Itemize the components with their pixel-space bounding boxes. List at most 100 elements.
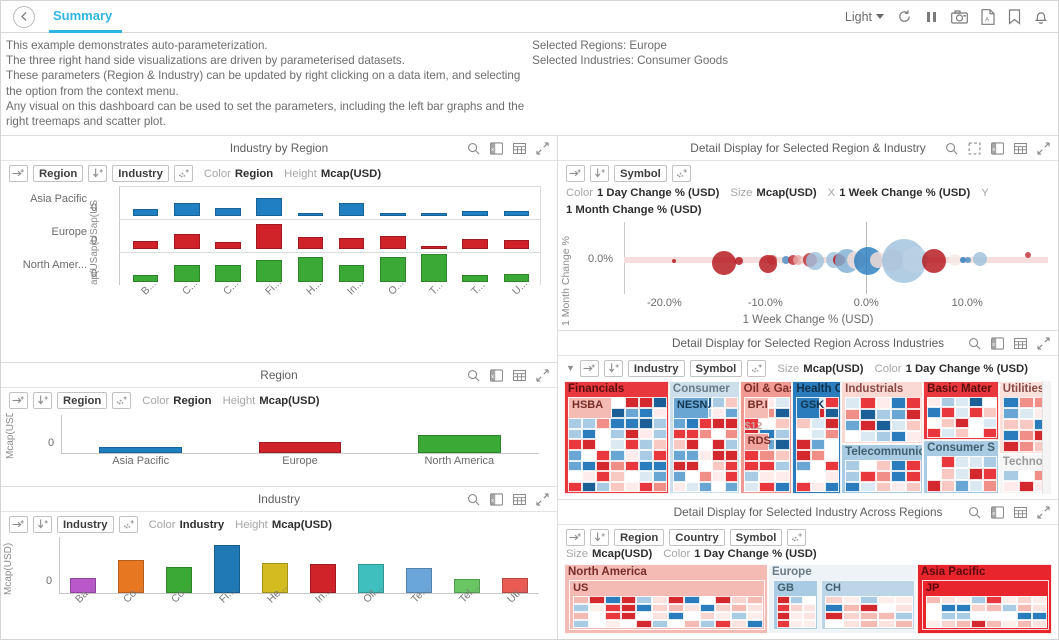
scatter-point-7[interactable] xyxy=(792,254,803,265)
table-icon[interactable] xyxy=(513,493,526,506)
treemap-leaf[interactable] xyxy=(925,596,941,605)
treemap-leaf[interactable] xyxy=(774,481,791,493)
treemap-leaf[interactable] xyxy=(624,418,639,429)
treemap-leaf[interactable] xyxy=(875,471,891,482)
treemap-leaf[interactable] xyxy=(890,408,906,420)
treemap-leaf[interactable] xyxy=(796,449,811,461)
bar-1[interactable] xyxy=(258,441,342,454)
add-detail-icon[interactable] xyxy=(671,165,691,183)
treemap-leaf[interactable] xyxy=(582,428,597,440)
treemap-leaf[interactable] xyxy=(568,481,583,493)
bar-0[interactable] xyxy=(99,446,183,454)
add-row-icon[interactable] xyxy=(9,165,28,183)
add-col-icon[interactable] xyxy=(590,165,609,183)
treemap-leaf[interactable] xyxy=(982,468,997,481)
treemap-leaf[interactable] xyxy=(824,397,840,408)
chart-scatter-detail[interactable]: 1 Month Change % 0.0% -20.0% -10.0% 0.0% 10.0… xyxy=(558,218,1058,330)
treemap-leaf[interactable] xyxy=(927,407,942,418)
treemap-leaf[interactable] xyxy=(624,439,639,450)
treemap-leaf[interactable] xyxy=(982,407,997,418)
treemap-leaf[interactable] xyxy=(1001,620,1017,629)
treemap-leaf[interactable] xyxy=(610,449,625,461)
treemap-leaf[interactable] xyxy=(596,481,611,493)
treemap-leaf[interactable] xyxy=(711,418,725,429)
treemap-leaf[interactable] xyxy=(685,471,699,482)
treemap-region-node-1[interactable]: Europe GB CH xyxy=(767,564,917,635)
encoding-color-value[interactable]: 1 Day Change % (USD) xyxy=(694,548,817,561)
treemap-leaf[interactable] xyxy=(860,431,876,443)
treemap-leaf[interactable] xyxy=(588,604,605,613)
treemap-leaf[interactable] xyxy=(636,612,653,621)
scatter-point-2[interactable] xyxy=(735,256,744,265)
bar-1-4[interactable] xyxy=(297,236,324,250)
treemap-leaf[interactable] xyxy=(685,481,699,493)
treemap-leaf[interactable] xyxy=(652,428,667,440)
treemap-leaf[interactable] xyxy=(672,471,686,482)
treemap-leaf[interactable] xyxy=(724,439,738,450)
treemap-leaf[interactable] xyxy=(875,431,891,443)
treemap-leaf[interactable] xyxy=(968,455,983,469)
treemap-leaf[interactable] xyxy=(890,460,906,472)
treemap-node-0[interactable]: Financials HSBA xyxy=(564,381,669,495)
treemap-leaf[interactable] xyxy=(743,481,760,493)
add-detail-icon[interactable] xyxy=(747,360,767,378)
treemap-leaf[interactable] xyxy=(956,596,972,605)
treemap-leaf[interactable] xyxy=(698,460,712,472)
treemap-leaf[interactable] xyxy=(810,418,825,429)
treemap-leaf[interactable] xyxy=(698,481,712,493)
treemap-node-5[interactable]: Telecommunic xyxy=(841,444,924,495)
add-col-icon[interactable] xyxy=(603,360,623,378)
bar-0-1[interactable] xyxy=(174,202,200,217)
treemap-leaf[interactable] xyxy=(875,460,891,472)
treemap-leaf[interactable] xyxy=(624,407,639,419)
tab-summary[interactable]: Summary xyxy=(49,1,123,33)
add-row-icon[interactable] xyxy=(566,529,585,547)
treemap-leaf[interactable] xyxy=(927,468,942,481)
treemap-leaf[interactable] xyxy=(777,612,791,621)
encoding-color-value[interactable]: 1 Day Change % (USD) xyxy=(905,362,1028,375)
treemap-leaf[interactable] xyxy=(968,397,983,408)
scatter-point-20[interactable] xyxy=(921,249,946,274)
scatter-point-25[interactable] xyxy=(1024,251,1031,258)
treemap-leaf-major-2[interactable]: RDS xyxy=(743,433,771,451)
treemap-leaf[interactable] xyxy=(638,449,653,461)
treemap-node-1[interactable]: Consumer NESN. xyxy=(668,381,740,495)
treemap-leaf[interactable] xyxy=(860,596,878,605)
bar-0[interactable] xyxy=(70,578,96,594)
treemap-leaf[interactable] xyxy=(796,428,811,440)
pill-symbol[interactable]: Symbol xyxy=(614,165,667,183)
treemap-region-node-2[interactable]: Asia Pacific JP xyxy=(916,564,1052,635)
bar-4[interactable] xyxy=(262,562,288,594)
treemap-leaf[interactable] xyxy=(842,612,861,621)
treemap-leaf[interactable] xyxy=(638,471,653,482)
bar-0-4[interactable] xyxy=(297,213,324,217)
treemap-leaf[interactable] xyxy=(810,460,825,472)
treemap-leaf[interactable] xyxy=(774,439,791,450)
treemap-leaf[interactable] xyxy=(824,407,840,419)
treemap-leaf[interactable] xyxy=(905,397,922,409)
bar-0-7[interactable] xyxy=(421,213,447,217)
treemap-leaf[interactable] xyxy=(877,596,896,605)
treemap-leaf[interactable] xyxy=(759,460,775,472)
treemap-leaf[interactable] xyxy=(747,612,763,621)
treemap-leaf[interactable] xyxy=(698,428,712,440)
treemap-leaf[interactable] xyxy=(845,460,861,472)
treemap-leaf[interactable] xyxy=(711,397,725,408)
treemap-leaf[interactable] xyxy=(711,449,725,461)
treemap-leaf[interactable] xyxy=(810,471,825,482)
treemap-leaf[interactable] xyxy=(1001,612,1017,621)
treemap-leaf[interactable] xyxy=(588,620,605,629)
treemap-leaf[interactable] xyxy=(810,481,825,493)
expand-icon[interactable] xyxy=(1037,506,1050,519)
treemap-leaf[interactable] xyxy=(604,604,621,613)
treemap-region-node-0[interactable]: North America US xyxy=(564,564,768,635)
treemap-leaf[interactable] xyxy=(699,620,716,629)
treemap-leaf[interactable] xyxy=(940,620,957,629)
treemap-leaf[interactable] xyxy=(573,620,589,629)
table-icon[interactable] xyxy=(1014,142,1027,155)
scatter-point-5[interactable] xyxy=(781,256,790,265)
treemap-leaf[interactable] xyxy=(940,604,957,613)
bar-1-9[interactable] xyxy=(503,239,530,250)
pill-region[interactable]: Region xyxy=(57,392,108,410)
treemap-leaf[interactable] xyxy=(699,604,716,613)
